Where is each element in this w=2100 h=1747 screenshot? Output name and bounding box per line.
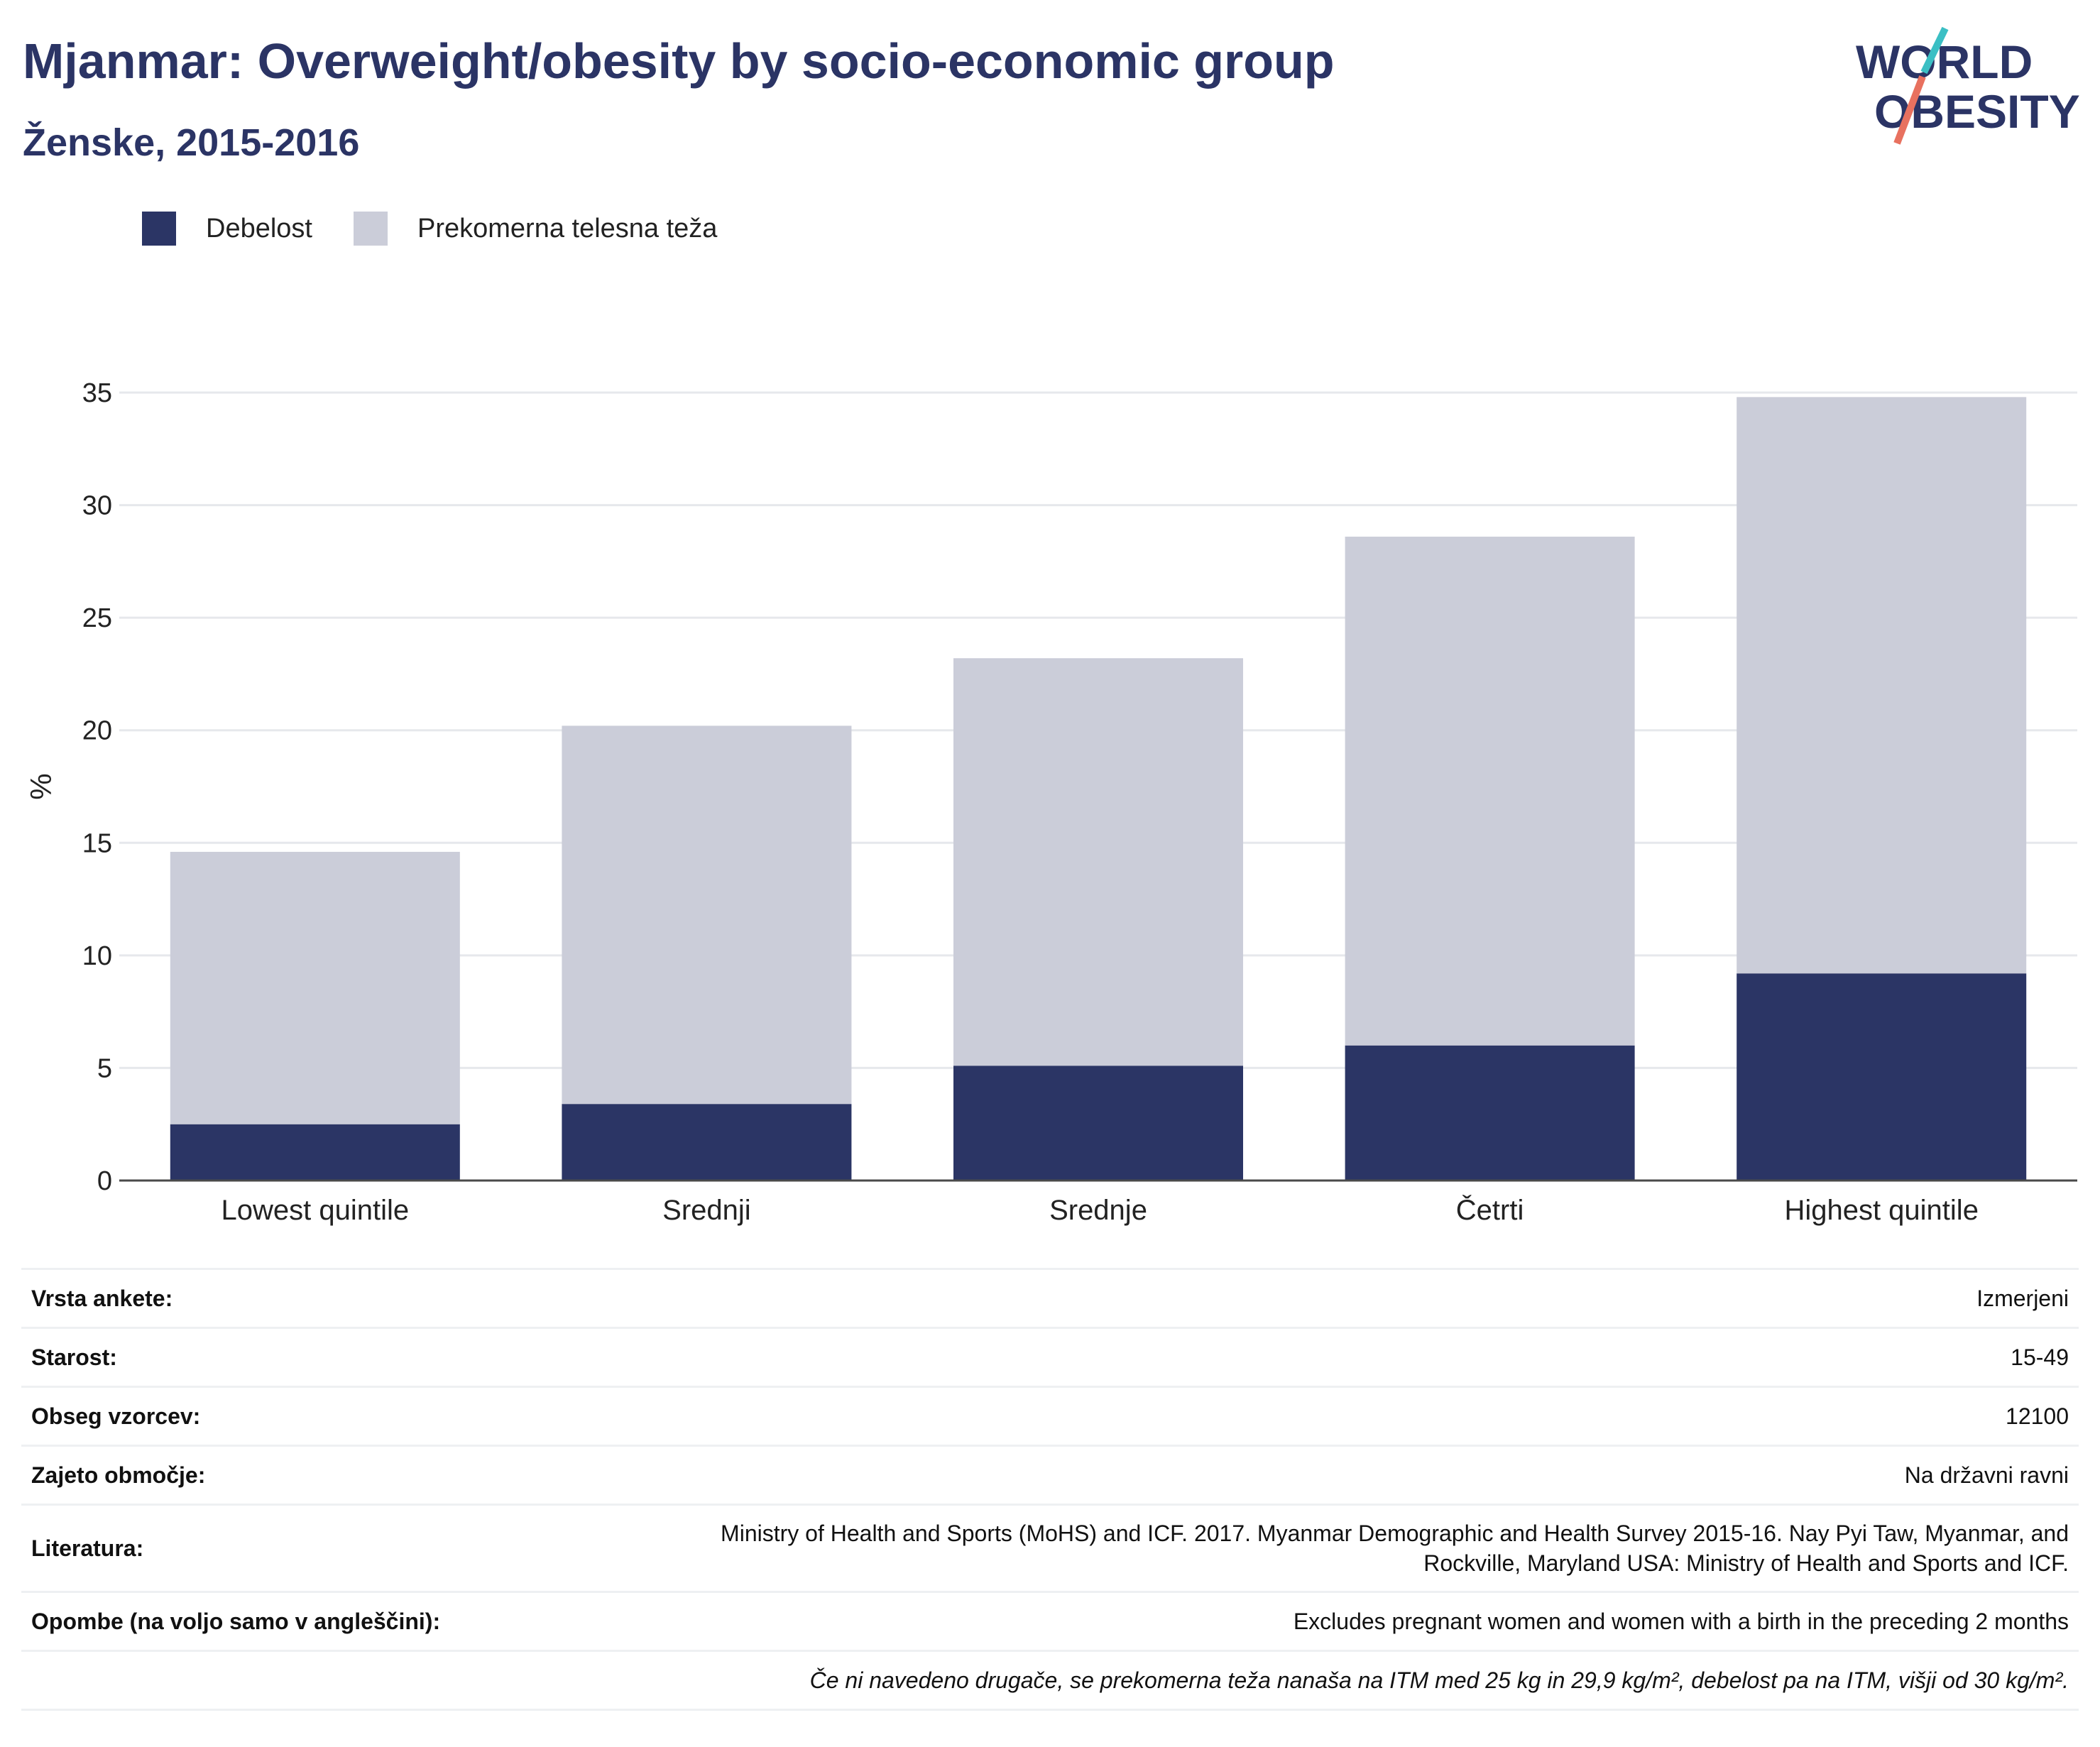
bar-overweight [170,851,460,1124]
info-label: Starost: [21,1327,513,1387]
legend-swatch-obesity [142,212,176,246]
info-value: Izmerjeni [512,1268,2079,1328]
y-tick-label: 10 [82,941,112,971]
info-value: Ministry of Health and Sports (MoHS) and… [512,1504,2079,1592]
legend-label-obesity: Debelost [206,213,312,243]
info-value: Na državni ravni [512,1445,2079,1505]
x-tick-label: Lowest quintile [221,1195,409,1226]
info-row-literature: Literatura: Ministry of Health and Sport… [21,1504,2079,1592]
bar-obesity [170,1124,460,1181]
y-tick-label: 30 [82,491,112,521]
info-row-area: Zajeto območje: Na državni ravni [21,1445,2079,1505]
info-row-footnote: Če ni navedeno drugače, se prekomerna te… [21,1650,2079,1711]
x-tick-label: Četrti [1456,1194,1524,1226]
x-tick-label: Srednje [1049,1195,1147,1226]
y-axis-label: % [24,773,58,799]
y-tick-label: 25 [82,603,112,633]
literature-line-1: Ministry of Health and Sports (MoHS) and… [721,1521,2069,1546]
bar-overweight [953,658,1243,1066]
legend-label-overweight: Prekomerna telesna teža [417,213,718,243]
info-row-sample-size: Obseg vzorcev: 12100 [21,1386,2079,1446]
info-label: Obseg vzorcev: [21,1386,513,1446]
x-tick-label: Srednji [662,1195,751,1226]
bar-overweight [1345,536,1635,1046]
bar-obesity [1737,973,2027,1181]
svg-text:WORLD: WORLD [1856,35,2033,88]
info-row-age: Starost: 15-49 [21,1327,2079,1387]
legend-item-obesity: Debelost [142,212,312,246]
y-tick-label: 5 [97,1053,112,1083]
survey-info-table: Vrsta ankete: Izmerjeni Starost: 15-49 O… [21,1268,2079,1711]
info-row-survey-type: Vrsta ankete: Izmerjeni [21,1268,2079,1328]
bar-obesity [953,1066,1243,1181]
legend-item-overweight: Prekomerna telesna teža [353,212,718,246]
info-row-notes: Opombe (na voljo samo v angleščini): Exc… [21,1591,2079,1651]
bar-obesity [562,1104,852,1181]
bar-overweight [562,725,852,1105]
info-label: Literatura: [21,1504,513,1592]
chart-legend: Debelost Prekomerna telesna teža [142,212,758,246]
y-tick-label: 0 [97,1166,112,1196]
info-value: Excludes pregnant women and women with a… [512,1591,2079,1651]
y-tick-label: 15 [82,828,112,858]
world-obesity-logo: WORLD OBESITY [1856,26,2080,145]
y-tick-label: 35 [82,378,112,408]
bar-overweight [1737,397,2027,974]
bar-obesity [1345,1045,1635,1181]
info-label: Vrsta ankete: [21,1268,513,1328]
info-value: 12100 [512,1386,2079,1446]
bar-chart: 0 5 10 15 20 25 30 35 Lowest quintile Srednji Sred… [24,378,2077,1226]
definitions-footnote: Če ni navedeno drugače, se prekomerna te… [21,1650,2079,1711]
y-tick-label: 20 [82,716,112,746]
chart-title: Mjanmar: Overweight/obesity by socio-eco… [23,33,1335,89]
legend-swatch-overweight [353,212,388,246]
info-label: Opombe (na voljo samo v angleščini): [21,1591,513,1651]
info-label: Zajeto območje: [21,1445,513,1505]
chart-subtitle: Ženske, 2015-2016 [23,121,360,164]
info-value: 15-49 [512,1327,2079,1387]
literature-line-2: Rockville, Maryland USA: Ministry of Hea… [1423,1550,2069,1576]
x-tick-label: Highest quintile [1784,1195,1979,1226]
